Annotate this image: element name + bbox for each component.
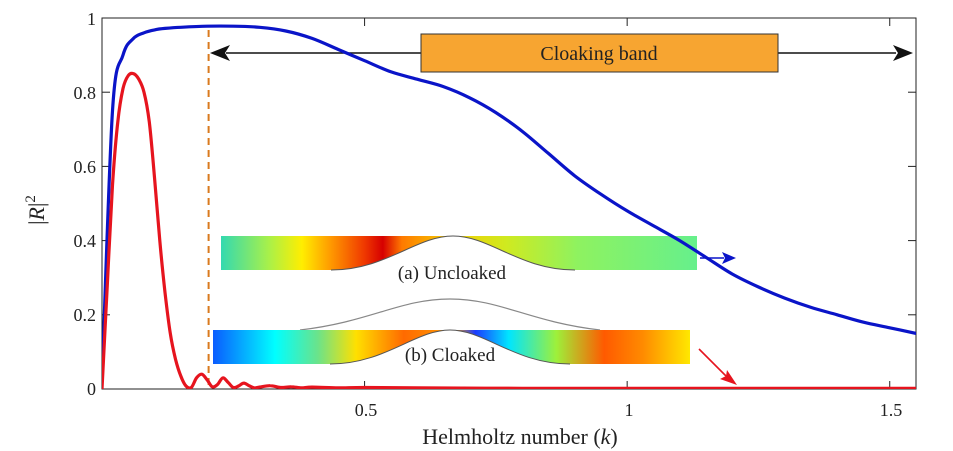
- cloaked-duct-outline: [329, 329, 571, 365]
- x-axis-title-variable: k: [601, 424, 612, 449]
- x-axis-title-end: ): [610, 424, 617, 449]
- y-axis-title-open: |: [24, 220, 49, 224]
- y-tick-labels: 0 0.2 0.4 0.6 0.8 1: [74, 9, 97, 399]
- y-tick-label: 1: [87, 9, 96, 29]
- series-layer: [102, 24, 916, 389]
- y-tick-label: 0.6: [74, 157, 97, 177]
- band-arrow-head-left: [210, 45, 230, 61]
- y-axis-title: |R|2: [23, 195, 49, 225]
- band-arrow-head-right: [893, 45, 913, 61]
- y-axis-title-exponent: 2: [23, 195, 39, 203]
- series-line-red: [102, 71, 916, 389]
- inset-cloaked: (b) Cloaked: [213, 298, 737, 385]
- uncloaked-duct: [221, 236, 697, 270]
- uncloaked-label: (a) Uncloaked: [398, 263, 507, 284]
- cloaking-band-box: [420, 33, 779, 73]
- cloaked-arrow-line: [698, 348, 727, 377]
- inset-uncloaked: (a) Uncloaked: [221, 235, 736, 284]
- axis-ticks: [102, 17, 916, 390]
- x-tick-labels: 0.5 1 1.5: [355, 400, 903, 420]
- series-line-blue: [102, 24, 916, 384]
- y-tick-label: 0.4: [74, 231, 97, 251]
- y-axis-title-close: |: [24, 203, 49, 207]
- x-axis-title: Helmholtz number (k): [422, 424, 618, 449]
- x-axis-title-main: Helmholtz number (: [422, 424, 600, 449]
- x-tick-label: 0.5: [355, 400, 378, 420]
- cloaked-label: (b) Cloaked: [405, 345, 496, 366]
- y-tick-label: 0.2: [74, 305, 97, 325]
- uncloaked-arrow-head: [722, 252, 736, 264]
- cloak-outline: [299, 298, 601, 331]
- cloaking-band-label: Cloaking band: [540, 43, 657, 65]
- x-tick-label: 1.5: [880, 400, 903, 420]
- y-tick-label: 0: [87, 379, 96, 399]
- cloaked-duct: [213, 330, 690, 364]
- cloaked-arrow-head: [720, 370, 737, 385]
- uncloaked-duct-outline: [330, 235, 576, 271]
- y-axis-title-variable: R: [24, 206, 49, 221]
- x-tick-label: 1: [625, 400, 634, 420]
- y-tick-label: 0.8: [74, 83, 97, 103]
